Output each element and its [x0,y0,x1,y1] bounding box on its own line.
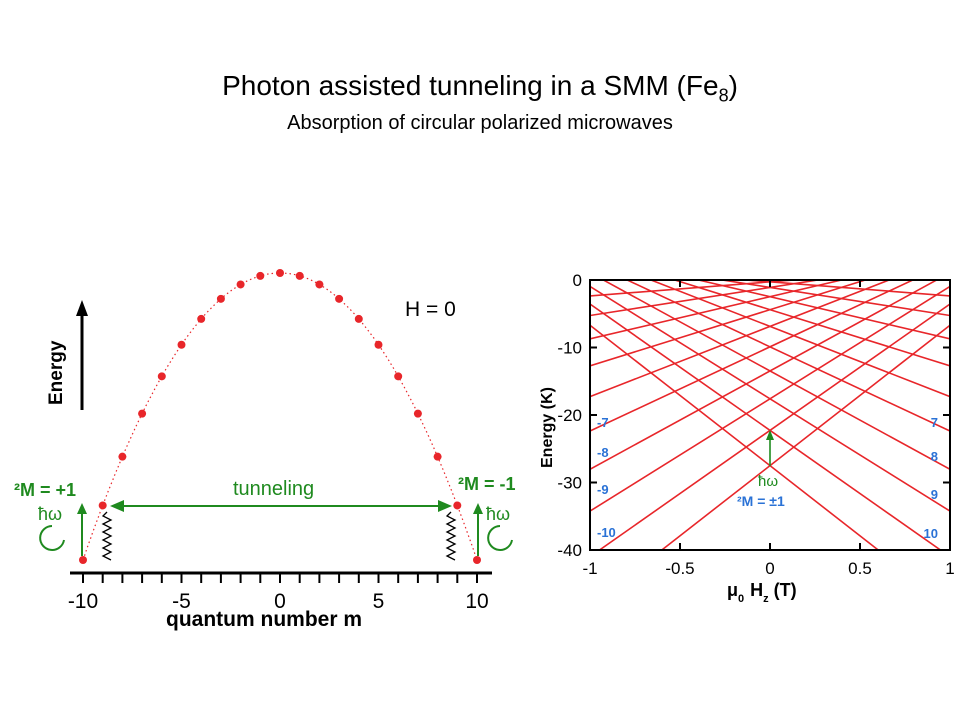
m-axis: -10 -5 0 5 10 [68,571,492,613]
tunneling-arrow-right-head [438,500,452,512]
energy-level-point [79,556,87,564]
delta-m-plus-label: ²M = +1 [14,480,76,500]
hbar-omega-right: ħω [486,504,510,524]
title-sub: 8 [718,85,729,106]
m-tick-label: 5 [373,590,385,613]
decay-wave-left-icon [101,511,113,561]
m-tick-label: -5 [172,590,191,613]
energy-level-point [374,340,383,349]
energy-level-point [433,452,442,461]
tunneling-label: tunneling [233,478,314,500]
energy-level-point [236,280,245,289]
hbar-omega-left: ħω [38,504,62,524]
circular-polarization-right-icon [487,525,513,551]
energy-level-point [216,294,225,303]
energy-level-point [157,372,166,381]
m-tick-label: 10 [465,590,488,613]
energy-level-point [315,280,324,289]
m-tick-label: -10 [68,590,98,613]
tunneling-arrow-left-head [110,500,124,512]
m-tick-label: 0 [274,590,286,613]
energy-level-point [177,340,186,349]
page-title: Photon assisted tunneling in a SMM (Fe8) [0,70,960,107]
decay-wave-right-icon [445,511,457,561]
energy-level-point [335,294,344,303]
energy-level-point [118,452,127,461]
energy-level-point [394,372,403,381]
energy-level-point [354,314,363,323]
energy-level-point [256,271,265,280]
energy-points [79,269,481,564]
energy-level-point [413,409,422,418]
energy-level-point [138,409,147,418]
circular-polarization-left-icon [39,525,65,551]
energy-level-point [473,556,481,564]
energy-level-point [453,501,462,510]
h-zero-label: H = 0 [405,298,456,321]
title-main: Photon assisted tunneling in a SMM (Fe [222,70,719,101]
page-subtitle: Absorption of circular polarized microwa… [287,112,673,134]
x-axis-label: quantum number m [166,608,362,631]
photon-arrow-right-head [473,503,483,514]
energy-arrow-head [76,300,88,316]
photon-arrow-left-head [77,503,87,514]
delta-m-minus-label: ²M = -1 [458,474,516,494]
energy-level-point [98,501,107,510]
energy-label: Energy [46,340,67,405]
energy-level-point [276,269,284,277]
title-close: ) [728,70,738,101]
energy-level-point [295,271,304,280]
energy-level-point [197,314,206,323]
